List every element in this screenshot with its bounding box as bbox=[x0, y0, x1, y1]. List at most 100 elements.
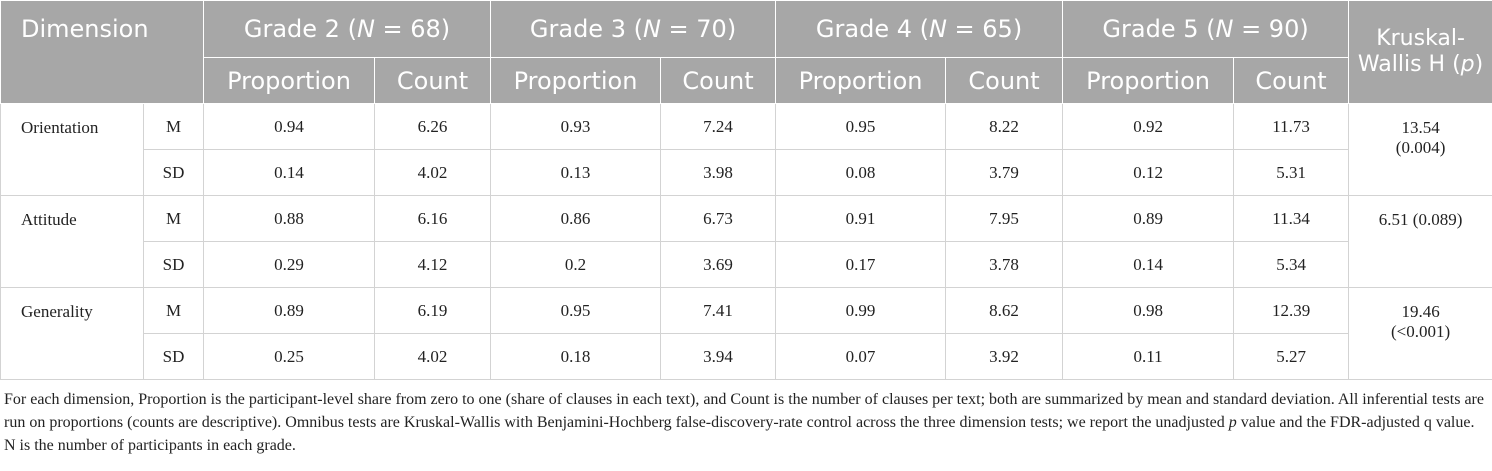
subheader: Proportion bbox=[1062, 57, 1235, 104]
body-row: Orientation M 0.94 6.26 0.93 7.24 0.95 8.22 0.92… bbox=[0, 103, 1492, 196]
stat-cell: M bbox=[142, 103, 205, 150]
value-cell: 3.98 bbox=[660, 149, 777, 196]
value-cell: 0.14 bbox=[1062, 241, 1235, 288]
text-segment: Grade 4 ( bbox=[815, 15, 929, 43]
value-cell: 0.25 bbox=[203, 333, 376, 380]
value-cell: 0.2 bbox=[490, 241, 662, 288]
text-segment: N bbox=[928, 15, 947, 43]
text-segment: Grade 3 ( bbox=[529, 15, 643, 43]
value-cell: 7.95 bbox=[945, 195, 1064, 242]
text-segment: N bbox=[356, 15, 375, 43]
value-cell: 0.11 bbox=[1062, 333, 1235, 380]
value-cell: 0.12 bbox=[1062, 149, 1235, 196]
text-segment: value and the FDR-adjusted q value. N is… bbox=[4, 414, 1475, 454]
value-cell: 0.91 bbox=[775, 195, 947, 242]
value-cell: 0.08 bbox=[775, 149, 947, 196]
grade-header: Grade 2 (N = 68) bbox=[203, 0, 492, 58]
dimension-header: Dimension bbox=[0, 0, 205, 104]
value-cell: 0.93 bbox=[490, 103, 662, 150]
value-cell: 0.95 bbox=[490, 287, 662, 334]
grade-header: Grade 3 (N = 70) bbox=[490, 0, 777, 58]
subheader: Proportion bbox=[775, 57, 947, 104]
value-cell: 5.31 bbox=[1233, 149, 1350, 196]
text-segment: = 68) bbox=[374, 15, 451, 43]
text-segment: ) bbox=[1474, 52, 1484, 77]
body-row: SD 0.14 4.02 0.13 3.98 0.08 3.79 0.12 5.31 bbox=[1, 149, 1492, 196]
text-segment: p bbox=[1460, 52, 1475, 77]
value-cell: 0.89 bbox=[203, 287, 376, 334]
value-cell: 4.02 bbox=[374, 333, 492, 380]
text-segment: Grade 5 ( bbox=[1102, 15, 1216, 43]
body-row: Generality M 0.89 6.19 0.95 7.41 0.99 8.62 0.98 1… bbox=[0, 287, 1492, 380]
text-segment: N bbox=[642, 15, 661, 43]
subheader: Proportion bbox=[203, 57, 376, 104]
value-cell: 0.14 bbox=[203, 149, 376, 196]
value-cell: 6.26 bbox=[374, 103, 492, 150]
value-cell: 0.86 bbox=[490, 195, 662, 242]
value-cell: 5.27 bbox=[1233, 333, 1350, 380]
value-cell: 12.39 bbox=[1233, 287, 1350, 334]
test-cell: 13.54 (0.004) bbox=[1348, 103, 1492, 196]
stat-cell: SD bbox=[142, 241, 205, 288]
body-row: SD 0.25 4.02 0.18 3.94 0.07 3.92 0.11 5.27 bbox=[1, 333, 1492, 380]
test-header: Kruskal-Wallis H (p) bbox=[1348, 0, 1492, 104]
text-segment: Kruskal-Wallis H ( bbox=[1357, 26, 1465, 77]
dimension-cell: Attitude bbox=[0, 195, 144, 288]
value-cell: 0.17 bbox=[775, 241, 947, 288]
subheader: Count bbox=[374, 57, 492, 104]
value-cell: 0.99 bbox=[775, 287, 947, 334]
value-cell: 11.34 bbox=[1233, 195, 1350, 242]
grade-header: Grade 5 (N = 90) bbox=[1062, 0, 1350, 58]
value-cell: 0.95 bbox=[775, 103, 947, 150]
text-segment: = 90) bbox=[1233, 15, 1309, 43]
text-segment: = 70) bbox=[660, 15, 737, 43]
subheader: Count bbox=[1233, 57, 1350, 104]
value-cell: 0.18 bbox=[490, 333, 662, 380]
stat-cell: M bbox=[142, 195, 205, 242]
grade-header: Grade 4 (N = 65) bbox=[775, 0, 1064, 58]
stat-cell: SD bbox=[142, 333, 205, 380]
body-row: Attitude M 0.88 6.16 0.86 6.73 0.91 7.95 0.89 11.… bbox=[0, 195, 1492, 288]
value-cell: 0.98 bbox=[1062, 287, 1235, 334]
subheader: Count bbox=[945, 57, 1064, 104]
value-cell: 5.34 bbox=[1233, 241, 1350, 288]
value-cell: 0.29 bbox=[203, 241, 376, 288]
text-segment: = 65) bbox=[946, 15, 1023, 43]
header-row: Dimension Grade 2 (N = 68) Grade 3 (N = 70… bbox=[0, 0, 1492, 104]
footnote: For each dimension, Proportion is the pa… bbox=[0, 380, 1492, 457]
value-cell: 11.73 bbox=[1233, 103, 1350, 150]
value-cell: 3.69 bbox=[660, 241, 777, 288]
value-cell: 0.07 bbox=[775, 333, 947, 380]
value-cell: 0.88 bbox=[203, 195, 376, 242]
data-table: Dimension Grade 2 (N = 68) Grade 3 (N = 70… bbox=[0, 0, 1492, 380]
text-segment: For each dimension, Proportion is the pa… bbox=[4, 391, 1484, 431]
test-value: 19.46 (<0.001) bbox=[1390, 302, 1451, 341]
test-cell: 6.51 (0.089) bbox=[1348, 195, 1492, 288]
value-cell: 6.16 bbox=[374, 195, 492, 242]
text-segment: N bbox=[1215, 15, 1234, 43]
value-cell: 3.94 bbox=[660, 333, 777, 380]
stat-cell: SD bbox=[142, 149, 205, 196]
text-segment: p bbox=[1228, 414, 1237, 431]
value-cell: 4.02 bbox=[374, 149, 492, 196]
test-value: 13.54 (0.004) bbox=[1395, 118, 1446, 157]
dimension-cell: Generality bbox=[0, 287, 144, 380]
value-cell: 0.94 bbox=[203, 103, 376, 150]
value-cell: 3.79 bbox=[945, 149, 1064, 196]
value-cell: 6.73 bbox=[660, 195, 777, 242]
value-cell: 7.41 bbox=[660, 287, 777, 334]
text-segment: Grade 2 ( bbox=[243, 15, 357, 43]
test-value: 6.51 (0.089) bbox=[1378, 210, 1463, 229]
value-cell: 8.62 bbox=[945, 287, 1064, 334]
value-cell: 0.89 bbox=[1062, 195, 1235, 242]
value-cell: 7.24 bbox=[660, 103, 777, 150]
value-cell: 0.92 bbox=[1062, 103, 1235, 150]
subheader: Count bbox=[660, 57, 777, 104]
body-row: SD 0.29 4.12 0.2 3.69 0.17 3.78 0.14 5.34 bbox=[1, 241, 1492, 288]
value-cell: 8.22 bbox=[945, 103, 1064, 150]
test-cell: 19.46 (<0.001) bbox=[1348, 287, 1492, 380]
subheader-row: Proportion Count Proportion Count Proportion… bbox=[1, 57, 1492, 104]
value-cell: 4.12 bbox=[374, 241, 492, 288]
value-cell: 0.13 bbox=[490, 149, 662, 196]
